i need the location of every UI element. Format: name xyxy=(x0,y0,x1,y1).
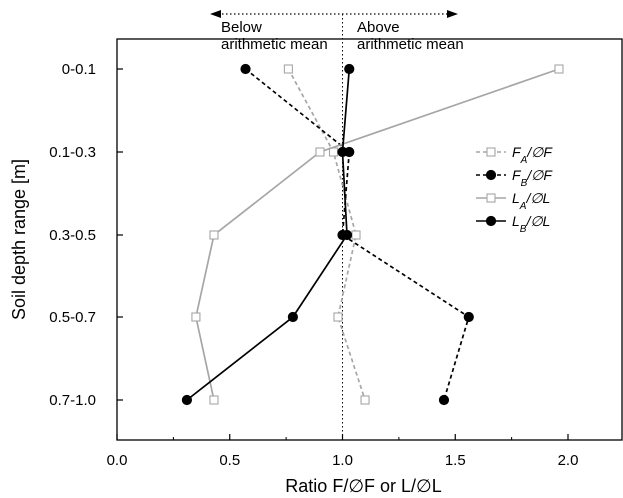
data-point xyxy=(337,146,348,158)
annotation-above-line: Above xyxy=(357,19,400,36)
y-tick-label: 0.3-0.5 xyxy=(49,227,96,244)
data-point xyxy=(485,169,497,181)
annotation-above-line: arithmetic mean xyxy=(357,36,464,53)
y-tick-label: 0-0.1 xyxy=(62,61,96,78)
series-lbl xyxy=(181,63,355,406)
data-point xyxy=(287,311,298,323)
series-faf xyxy=(283,64,370,405)
plot-border xyxy=(116,38,623,441)
y-ticks: 0-0.1 0.1-0.3 0.3-0.5 0.5-0.7 0.7-1.0 xyxy=(49,61,123,409)
annotation-below-line: Below xyxy=(221,19,262,36)
legend-item: LB/∅L xyxy=(476,213,550,235)
annotation-arrowhead-left xyxy=(210,10,221,18)
data-point xyxy=(283,64,293,74)
legend-label: FA/∅F xyxy=(512,144,553,166)
legend-label: FB/∅F xyxy=(512,167,553,189)
legend-label: LA/∅L xyxy=(512,190,550,212)
data-point xyxy=(191,312,201,322)
legend-label: LB/∅L xyxy=(512,213,550,235)
annotation-below-line: arithmetic mean xyxy=(221,36,328,53)
data-point xyxy=(485,215,497,227)
data-point xyxy=(360,395,370,405)
data-point xyxy=(486,147,496,157)
x-tick-label: 2.0 xyxy=(558,452,579,469)
y-tick-label: 0.5-0.7 xyxy=(49,309,96,326)
annotation-arrowhead-right xyxy=(447,10,458,18)
x-ticks: 0.0 0.5 1.0 1.5 2.0 xyxy=(107,434,579,469)
data-point xyxy=(486,193,496,203)
data-point xyxy=(554,64,564,74)
data-point xyxy=(333,312,343,322)
series-line xyxy=(245,68,470,401)
plot-frame xyxy=(116,38,623,441)
data-point xyxy=(209,395,219,405)
legend-item: FB/∅F xyxy=(476,167,553,189)
legend-item: FA/∅F xyxy=(476,144,553,166)
y-tick-label: 0.7-1.0 xyxy=(49,392,96,409)
x-tick-label: 0.5 xyxy=(219,452,240,469)
legend: FA/∅FFB/∅FLA/∅LLB/∅L xyxy=(476,144,553,235)
y-axis-title: Soil depth range [m] xyxy=(9,159,29,320)
x-axis-title: Ratio F/∅F or L/∅L xyxy=(285,476,441,496)
data-point xyxy=(438,394,450,406)
data-point xyxy=(344,63,355,75)
x-tick-label: 1.0 xyxy=(332,452,353,469)
data-point xyxy=(240,63,251,75)
y-tick-label: 0.1-0.3 xyxy=(49,144,96,161)
series-group xyxy=(181,63,564,406)
data-point xyxy=(463,311,474,323)
data-point xyxy=(315,147,325,157)
data-point xyxy=(341,229,353,241)
x-tick-label: 0.0 xyxy=(107,452,128,469)
data-point xyxy=(181,394,193,406)
x-tick-label: 1.5 xyxy=(445,452,466,469)
data-point xyxy=(351,230,361,240)
legend-item: LA/∅L xyxy=(476,190,550,212)
data-point xyxy=(328,147,339,157)
series-lal xyxy=(191,64,564,405)
data-point xyxy=(209,230,219,240)
